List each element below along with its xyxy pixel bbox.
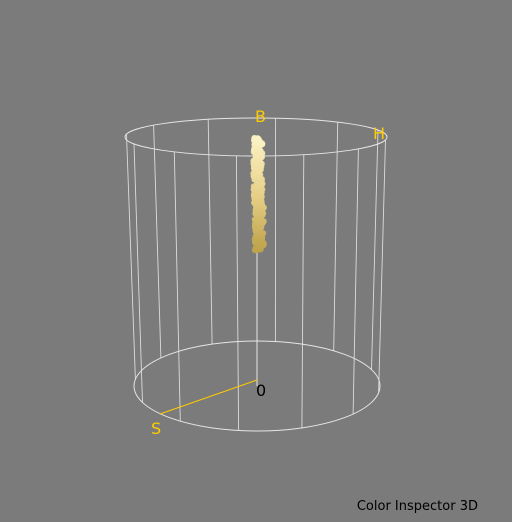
cylinder-side-line [207, 119, 213, 345]
cylinder-side-line [301, 154, 305, 428]
brightness-axis-label: B [255, 107, 266, 126]
saturation-axis-label: S [151, 419, 162, 438]
origin-label: 0 [256, 381, 267, 400]
cylinder-side-line [235, 155, 240, 431]
cylinder-side-line [378, 139, 386, 393]
saturation-axis-line [159, 379, 258, 415]
app-title: Color Inspector 3D [356, 499, 478, 514]
cylinder-side-line [371, 130, 379, 370]
cylinder-side-line [153, 125, 162, 358]
hsb-cylinder-wireframe [124, 117, 388, 432]
cylinder-side-line [173, 151, 181, 422]
cylinder-side-line [352, 148, 359, 415]
cylinder-side-line [333, 122, 339, 351]
hue-axis-label: H [373, 124, 386, 143]
color-sample-point [254, 246, 261, 254]
color-point-cloud [250, 135, 267, 254]
cylinder-side-line [126, 134, 136, 380]
cylinder-side-line [133, 143, 143, 403]
